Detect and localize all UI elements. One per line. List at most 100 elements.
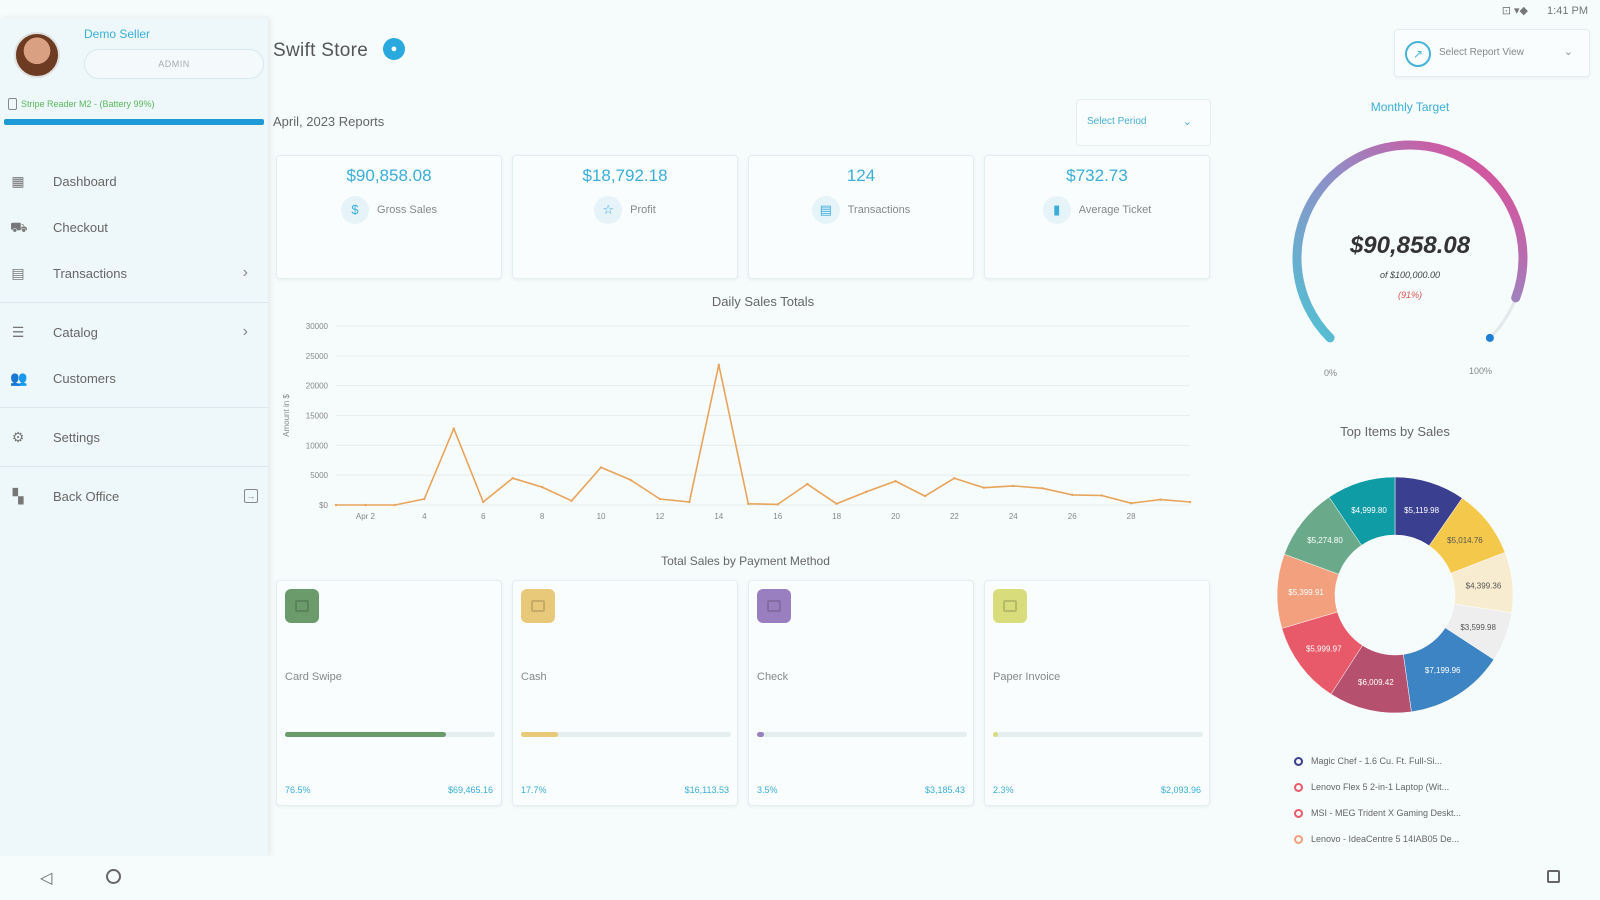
x-tick-label: 20 (891, 512, 900, 521)
data-point (894, 479, 897, 483)
sidebar: Demo Seller ADMIN Stripe Reader M2 - (Ba… (0, 18, 268, 856)
legend-item[interactable]: Magic Chef - 1.6 Cu. Ft. Full-Si... (1294, 748, 1554, 774)
payment-percent: 2.3% (993, 785, 1014, 795)
report-view-select[interactable]: ↗ Select Report View ⌄ (1394, 29, 1590, 77)
data-point (688, 500, 691, 504)
slice-label: $5,999.97 (1306, 644, 1342, 653)
x-tick-label: 6 (481, 512, 486, 521)
chevron-down-icon: ⌄ (1563, 46, 1573, 58)
data-point (570, 499, 573, 503)
kpi-value: $18,792.18 (582, 166, 668, 185)
card-icon (285, 589, 319, 623)
legend-label: MSI - MEG Trident X Gaming Deskt... (1311, 808, 1462, 818)
x-tick-label: 18 (832, 512, 841, 521)
monthly-target-title: Monthly Target (1370, 100, 1450, 114)
payment-percent: 17.7% (521, 785, 547, 795)
back-icon[interactable]: ◁ (40, 870, 53, 887)
gauge-max-label: 100% (1469, 366, 1493, 376)
check-icon (757, 589, 791, 623)
x-tick-label: 22 (950, 512, 959, 521)
kpi-label: Profit (630, 204, 656, 216)
payment-label: Paper Invoice (993, 671, 1061, 683)
kpi-value: 124 (846, 166, 876, 185)
gauge-progress (1292, 140, 1528, 343)
legend-label: Magic Chef - 1.6 Cu. Ft. Full-Si... (1311, 756, 1443, 766)
status-icons: ⊡ ▾◆ (1501, 5, 1528, 17)
cart-icon: ⛟ (10, 219, 28, 235)
y-tick-label: 25000 (306, 352, 329, 361)
legend-item[interactable]: Lenovo - IdeaCentre 5 14IAB05 De... (1294, 826, 1554, 852)
payment-label: Check (757, 671, 789, 683)
sidebar-progress-bar (4, 119, 264, 125)
payment-amount: $2,093.96 (1160, 785, 1201, 795)
data-point (511, 476, 514, 480)
kpi-value: $90,858.08 (346, 166, 432, 185)
sidebar-item-checkout[interactable]: ⛟ Checkout (0, 204, 268, 250)
recent-apps-icon[interactable] (1547, 870, 1560, 883)
data-point (482, 500, 485, 504)
sidebar-item-back-office[interactable]: ▚ Back Office → (0, 473, 268, 519)
payment-label: Cash (521, 671, 547, 683)
legend-item[interactable]: Lenovo Flex 5 2-in-1 Laptop (Wit... (1294, 774, 1554, 800)
slice-label: $5,274.80 (1307, 536, 1343, 545)
period-select[interactable]: Select Period ⌄ (1076, 99, 1211, 146)
sidebar-item-dashboard[interactable]: ▦ Dashboard (0, 158, 268, 204)
sidebar-nav: ▦ Dashboard ⛟ Checkout ▤ Transactions › … (0, 158, 268, 519)
dashboard-icon: ▦ (11, 173, 25, 189)
y-tick-label: 30000 (306, 322, 329, 331)
kpi-average-ticket: $732.73 ▮ Average Ticket (984, 155, 1210, 279)
legend-dot (1294, 756, 1303, 766)
y-tick-label: 15000 (306, 412, 329, 421)
data-point (1100, 494, 1103, 497)
sidebar-item-catalog[interactable]: ☰ Catalog › (0, 309, 268, 355)
sidebar-item-label: Dashboard (53, 173, 117, 189)
sidebar-item-customers[interactable]: 👥 Customers (0, 355, 268, 401)
kpi-profit: $18,792.18 ☆ Profit (512, 155, 738, 279)
kpi-label: Average Ticket (1078, 204, 1152, 216)
y-tick-label: $0 (319, 501, 328, 510)
monthly-target-gauge (1292, 140, 1528, 343)
sidebar-item-transactions[interactable]: ▤ Transactions › (0, 250, 268, 296)
legend-item[interactable]: MSI - MEG Trident X Gaming Deskt... (1294, 800, 1554, 826)
data-point (953, 476, 956, 480)
grid-icon: ▚ (12, 488, 24, 504)
payment-paper-invoice: Paper Invoice 2.3% $2,093.96 (984, 580, 1210, 806)
x-tick-label: 14 (714, 512, 723, 521)
card-reader-icon (8, 98, 17, 110)
avatar[interactable] (14, 32, 60, 78)
sidebar-item-label: Transactions (53, 265, 127, 281)
system-nav-bar: ◁ (0, 856, 1600, 900)
data-point (805, 482, 809, 486)
y-tick-label: 5000 (310, 471, 328, 480)
kpi-label: Transactions (847, 204, 911, 216)
y-axis-label: Amount in $ (282, 394, 291, 437)
seller-name[interactable]: Demo Seller (84, 27, 151, 41)
store-badge-icon[interactable]: ● (383, 38, 405, 60)
data-point (776, 503, 779, 506)
x-tick-label: 12 (655, 512, 664, 521)
payment-label: Card Swipe (285, 671, 342, 683)
chevron-down-icon: ⌄ (1182, 116, 1192, 128)
divider (0, 302, 268, 303)
payment-check: Check 3.5% $3,185.43 (748, 580, 974, 806)
payment-track (521, 732, 731, 737)
top-items-legend: Magic Chef - 1.6 Cu. Ft. Full-Si... Leno… (1294, 748, 1554, 852)
payment-track (285, 732, 495, 737)
daily-sales-chart: Daily Sales Totals $0 5000 10000 15000 20000 2… (282, 294, 1192, 521)
slice-label: $4,399.36 (1466, 581, 1502, 590)
cash-icon (521, 589, 555, 623)
sidebar-item-settings[interactable]: ⚙ Settings (0, 414, 268, 460)
payment-track (757, 732, 967, 737)
data-point (747, 502, 750, 506)
slice-label: $5,399.91 (1288, 588, 1324, 597)
data-point (393, 503, 397, 507)
data-point (1041, 487, 1044, 490)
payment-fill (285, 732, 446, 737)
payment-amount: $16,113.53 (684, 785, 729, 795)
payment-cash: Cash 17.7% $16,113.53 (512, 580, 738, 806)
legend-label: Lenovo - IdeaCentre 5 14IAB05 De... (1311, 834, 1460, 844)
gauge-target: of $100,000.00 (1379, 270, 1441, 280)
sidebar-item-label: Customers (53, 370, 116, 386)
home-icon[interactable] (106, 869, 121, 884)
card-reader-status[interactable]: Stripe Reader M2 - (Battery 99%) (8, 98, 155, 110)
